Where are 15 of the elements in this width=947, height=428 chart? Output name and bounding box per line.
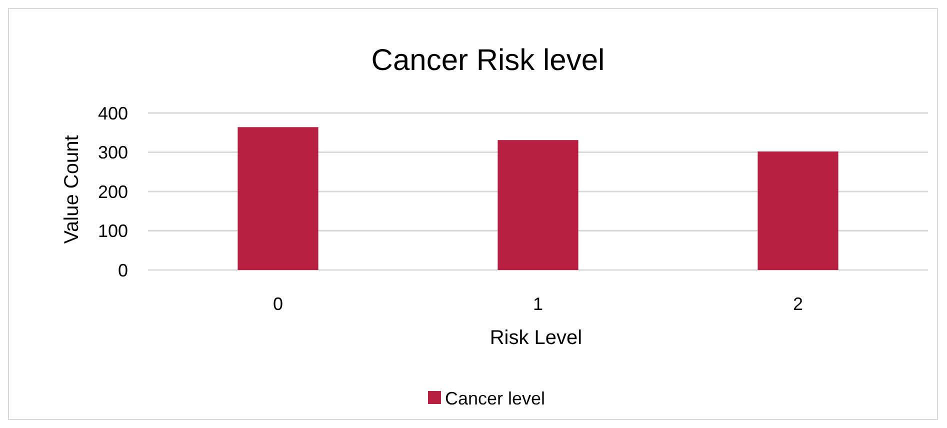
y-tick-label: 300 <box>98 142 128 163</box>
y-tick-label: 200 <box>98 182 128 202</box>
bar <box>238 127 318 270</box>
x-tick-label: 0 <box>272 294 284 314</box>
y-tick-label: 100 <box>98 221 128 242</box>
bar <box>498 140 578 270</box>
legend-label: Cancer level <box>445 388 546 408</box>
x-tick-label: 2 <box>792 294 804 314</box>
chart-title: Cancer Risk level <box>371 44 605 77</box>
x-axis-title: Risk Level <box>490 327 582 349</box>
bar <box>758 151 838 270</box>
y-tick-label: 400 <box>98 103 128 124</box>
y-axis-title: Value Count <box>61 134 83 244</box>
x-tick-label: 1 <box>532 294 544 314</box>
y-tick-label: 0 <box>118 260 128 280</box>
